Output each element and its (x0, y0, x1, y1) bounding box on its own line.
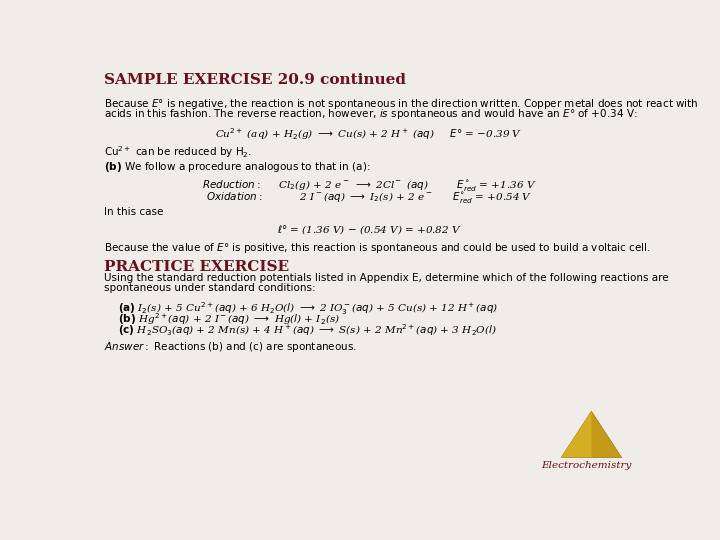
Polygon shape (561, 411, 591, 457)
Polygon shape (561, 411, 621, 457)
Text: $\bf{(b)}$ We follow a procedure analogous to that in (a):: $\bf{(b)}$ We follow a procedure analogo… (104, 160, 371, 174)
Text: In this case: In this case (104, 207, 163, 217)
Text: spontaneous under standard conditions:: spontaneous under standard conditions: (104, 283, 315, 293)
Text: SAMPLE EXERCISE 20.9 continued: SAMPLE EXERCISE 20.9 continued (104, 72, 406, 86)
Text: $\mathit{Answer:}$ Reactions (b) and (c) are spontaneous.: $\mathit{Answer:}$ Reactions (b) and (c)… (104, 340, 357, 354)
Text: PRACTICE EXERCISE: PRACTICE EXERCISE (104, 260, 289, 274)
Text: Electrochemistry: Electrochemistry (541, 461, 631, 470)
Text: Because the value of $\mathit{E°}$ is positive, this reaction is spontaneous and: Because the value of $\mathit{E°}$ is po… (104, 241, 651, 255)
Text: acids in this fashion. The reverse reaction, however, $\mathit{is}$ spontaneous : acids in this fashion. The reverse react… (104, 107, 637, 121)
Text: Cu$^{2+}$ can be reduced by H$_2$.: Cu$^{2+}$ can be reduced by H$_2$. (104, 144, 252, 160)
Text: Cu$^{2+}$ (aq) + H$_2$(g) $\longrightarrow$ Cu(s) + 2 H$^+$ ($\mathit{aq}$)     : Cu$^{2+}$ (aq) + H$_2$(g) $\longrightarr… (215, 126, 523, 142)
Text: $\mathbf{(c)}$ H$_2$SO$_3$($\mathit{aq}$) + 2 Mn(s) + 4 H$^+$($\mathit{aq}$) $\l: $\mathbf{(c)}$ H$_2$SO$_3$($\mathit{aq}$… (118, 322, 497, 338)
Text: $\mathbf{(a)}$ I$_2$(s) + 5 Cu$^{2+}$($\mathit{aq}$) + 6 H$_2$O($\mathit{l}$) $\: $\mathbf{(a)}$ I$_2$(s) + 5 Cu$^{2+}$($\… (118, 300, 498, 317)
Text: $\mathit{\ell°}$ = (1.36 V) $-$ (0.54 V) = +0.82 V: $\mathit{\ell°}$ = (1.36 V) $-$ (0.54 V)… (276, 224, 462, 237)
Text: $\mathbf{(b)}$ Hg$^{2+}$($\mathit{aq}$) + 2 I$^-$($\mathit{aq}$) $\longrightarro: $\mathbf{(b)}$ Hg$^{2+}$($\mathit{aq}$) … (118, 311, 340, 327)
Text: Because $\mathit{E°}$ is negative, the reaction is not spontaneous in the direct: Because $\mathit{E°}$ is negative, the r… (104, 97, 698, 111)
Text: $\mathit{Oxidation:}$           2 I$^-$($\mathit{aq}$) $\longrightarrow$ I$_2$(s: $\mathit{Oxidation:}$ 2 I$^-$($\mathit{a… (206, 190, 532, 205)
Text: Using the standard reduction potentials listed in Appendix E, determine which of: Using the standard reduction potentials … (104, 273, 669, 283)
Text: $\mathit{Reduction:}$     Cl$_2$(g) + 2 e$^-$ $\longrightarrow$ 2Cl$^-$ ($\mathi: $\mathit{Reduction:}$ Cl$_2$(g) + 2 e$^-… (202, 178, 536, 193)
